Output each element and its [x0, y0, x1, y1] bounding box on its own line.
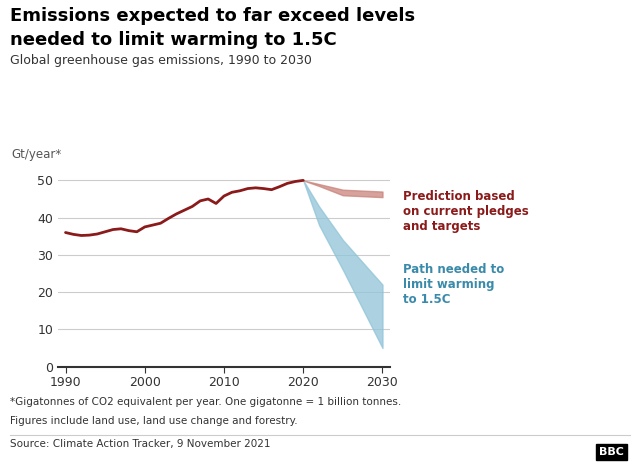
Text: Figures include land use, land use change and forestry.: Figures include land use, land use chang… [10, 416, 297, 426]
Text: *Gigatonnes of CO2 equivalent per year. One gigatonne = 1 billion tonnes.: *Gigatonnes of CO2 equivalent per year. … [10, 397, 401, 407]
Text: Emissions expected to far exceed levels: Emissions expected to far exceed levels [10, 7, 415, 25]
Text: BBC: BBC [599, 447, 624, 457]
Text: Source: Climate Action Tracker, 9 November 2021: Source: Climate Action Tracker, 9 Novemb… [10, 439, 270, 449]
Text: needed to limit warming to 1.5C: needed to limit warming to 1.5C [10, 31, 337, 48]
Text: Prediction based
on current pledges
and targets: Prediction based on current pledges and … [403, 190, 529, 233]
Text: Gt/year*: Gt/year* [11, 149, 61, 161]
Text: Global greenhouse gas emissions, 1990 to 2030: Global greenhouse gas emissions, 1990 to… [10, 54, 312, 67]
Text: Path needed to
limit warming
to 1.5C: Path needed to limit warming to 1.5C [403, 263, 504, 306]
